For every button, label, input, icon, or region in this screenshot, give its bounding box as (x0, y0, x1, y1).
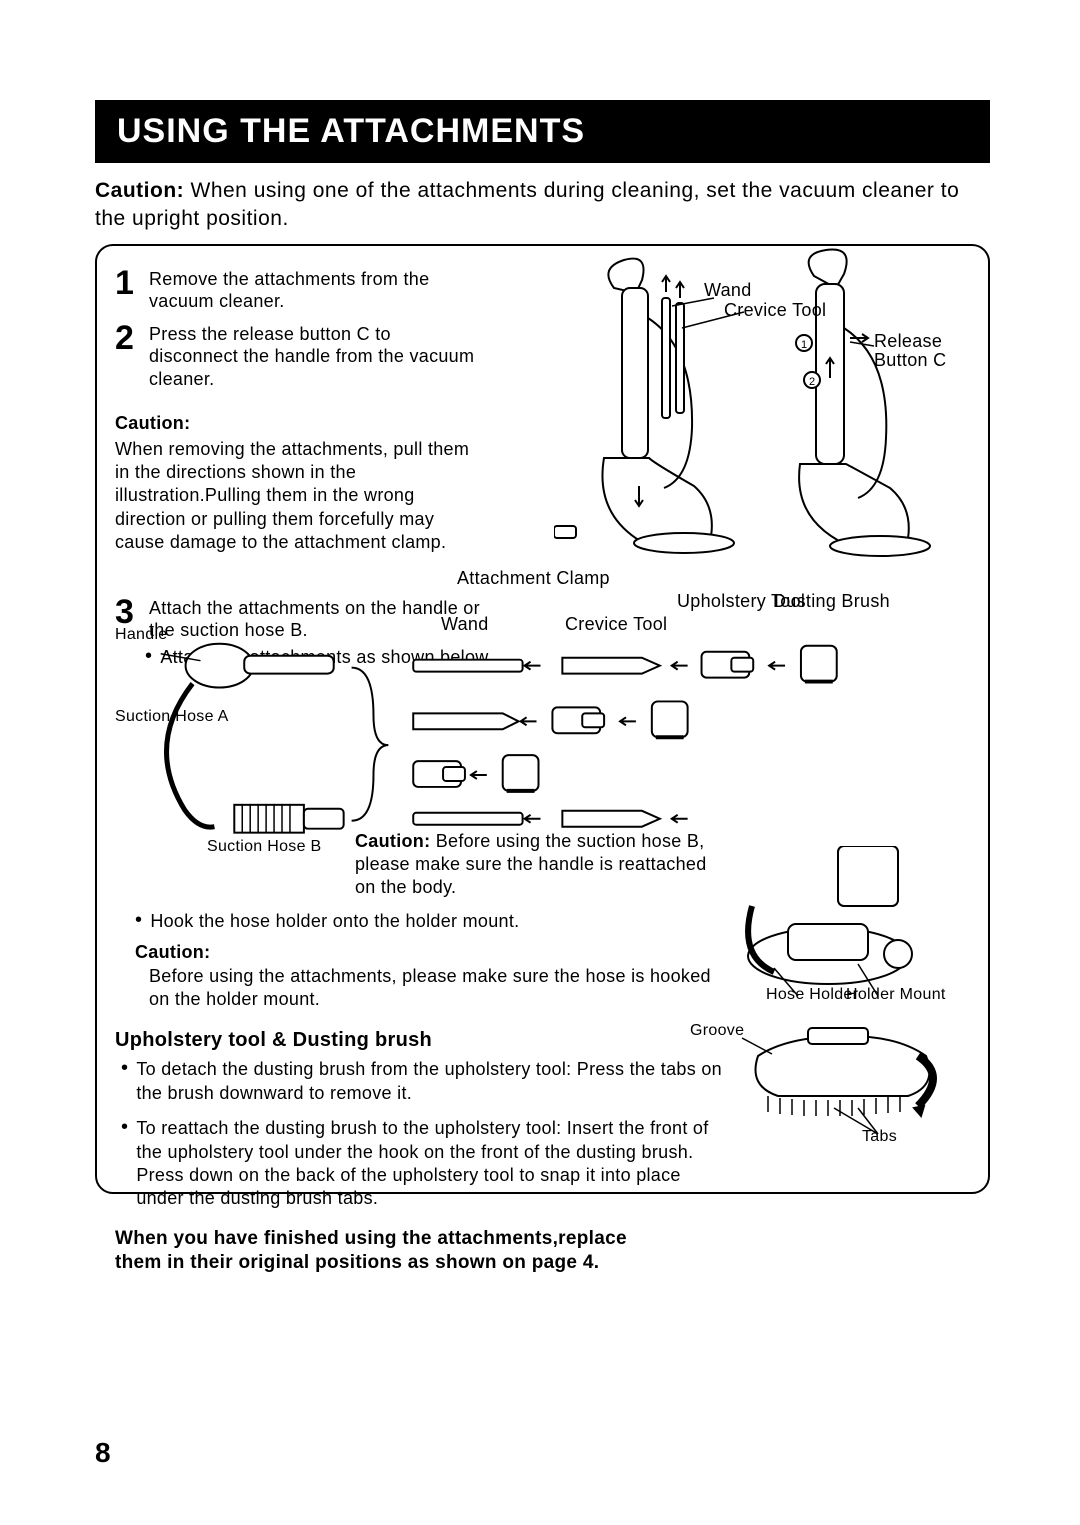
caution-holder-text: Before using the attachments, please mak… (149, 965, 728, 1012)
bullet-dot-icon: • (135, 910, 142, 933)
caution-holder: Caution: Before using the attachments, p… (135, 941, 728, 1011)
instruction-box: 1 Remove the attachments from the vacuum… (95, 244, 990, 1194)
hose-holder-svg (738, 846, 968, 1006)
label-dusting: Dusting Brush (773, 592, 890, 612)
step-2-text: Press the release button C to disconnect… (149, 321, 475, 391)
label-hose-holder: Hose Holder (766, 986, 858, 1004)
step-1: 1 Remove the attachments from the vacuum… (115, 266, 475, 313)
caution-holder-label: Caution: (135, 942, 210, 962)
diagram-dusting-brush: Groove Tabs (738, 1016, 968, 1146)
label-crevice: Crevice Tool (724, 300, 826, 321)
bullet-dot-icon: • (121, 1117, 128, 1211)
caution-suction-b: Caution: Before using the suction hose B… (355, 830, 728, 900)
label-holder-mount: Holder Mount (846, 986, 946, 1004)
label-suction-a: Suction Hose A (115, 708, 229, 726)
page-number: 8 (95, 1437, 111, 1469)
upholstery-bullet-2-text: To reattach the dusting brush to the uph… (136, 1117, 728, 1211)
circ-1: 1 (801, 339, 807, 351)
caution-remove-label: Caution: (115, 412, 475, 435)
label-crevice-2: Crevice Tool (565, 614, 667, 635)
upholstery-bullet-2: • To reattach the dusting brush to the u… (121, 1117, 728, 1211)
page-title: USING THE ATTACHMENTS (117, 112, 585, 150)
upholstery-heading: Upholstery tool & Dusting brush (115, 1029, 728, 1052)
page-title-bar: USING THE ATTACHMENTS (95, 100, 990, 163)
step-2: 2 Press the release button C to disconne… (115, 321, 475, 391)
diagram-hose-holder: Hose Holder Holder Mount (738, 846, 968, 1006)
diagram-vacuum-pair: 1 2 Wand Crevice Tool Release Button C (554, 248, 974, 568)
step-1-text: Remove the attachments from the vacuum c… (149, 266, 475, 313)
lower-content: Caution: Before using the suction hose B… (115, 866, 728, 1276)
label-handle: Handle (115, 626, 168, 644)
caution-top-label: Caution: (95, 179, 184, 202)
caution-top-text: When using one of the attachments during… (95, 179, 959, 230)
step-1-number: 1 (115, 266, 137, 313)
label-attachment-clamp: Attachment Clamp (457, 568, 610, 589)
circ-2: 2 (809, 376, 815, 388)
manual-page: USING THE ATTACHMENTS Caution: When usin… (0, 0, 1080, 1525)
bullet-hook-hose: • Hook the hose holder onto the holder m… (135, 910, 728, 933)
caution-top: Caution: When using one of the attachmen… (95, 177, 990, 234)
step-2-number: 2 (115, 321, 137, 391)
upholstery-bullet-1: • To detach the dusting brush from the u… (121, 1058, 728, 1105)
caution-suction-b-label: Caution: (355, 831, 430, 851)
caution-remove-text: When removing the attachments, pull them… (115, 439, 469, 553)
label-tabs: Tabs (862, 1128, 897, 1146)
caution-remove: Caution: When removing the attachments, … (115, 412, 475, 554)
dusting-brush-svg (738, 1016, 968, 1146)
final-note: When you have finished using the attachm… (115, 1227, 655, 1276)
label-suction-b: Suction Hose B (207, 838, 321, 856)
label-wand: Wand (704, 280, 752, 301)
label-wand-2: Wand (441, 614, 489, 635)
bullet-hook-text: Hook the hose holder onto the holder mou… (150, 910, 519, 933)
label-release: Release Button C (874, 332, 974, 372)
label-groove: Groove (690, 1022, 744, 1040)
vacuum-pair-svg: 1 2 (554, 248, 974, 568)
bullet-dot-icon: • (121, 1058, 128, 1105)
upholstery-bullet-1-text: To detach the dusting brush from the uph… (136, 1058, 728, 1105)
